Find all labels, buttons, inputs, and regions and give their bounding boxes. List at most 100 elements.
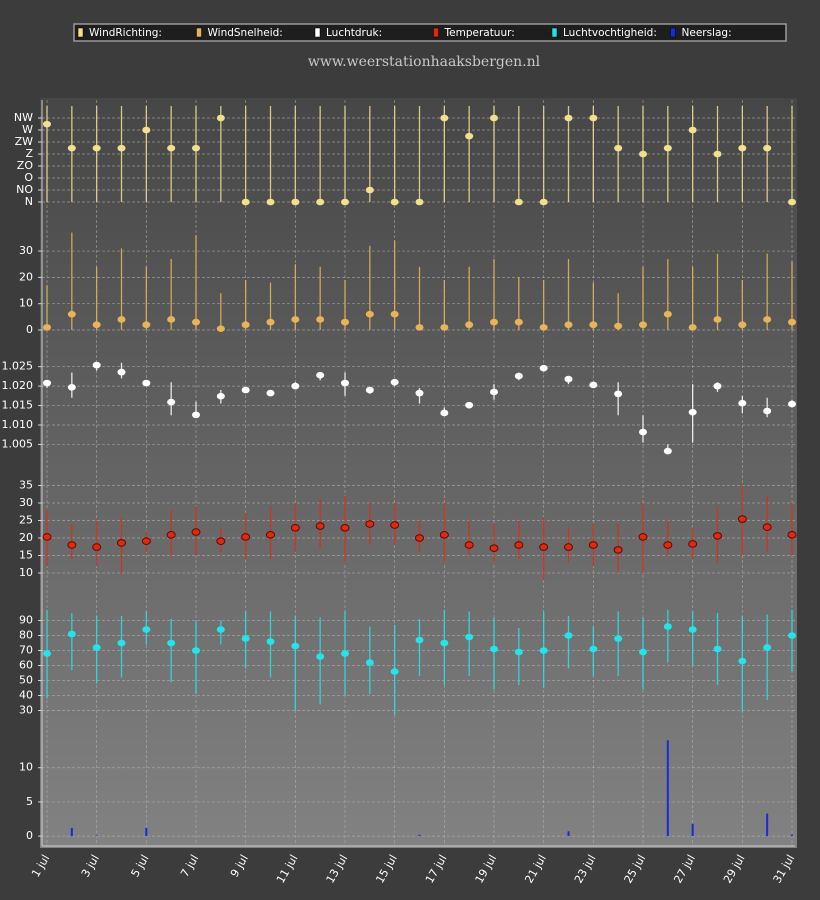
dot: [142, 379, 151, 387]
dot: [390, 310, 399, 318]
dot: [439, 531, 449, 539]
y-tick-label: 1.010: [2, 418, 34, 431]
legend-label: Luchtvochtigheid:: [563, 27, 657, 39]
dot: [241, 533, 251, 541]
dot: [390, 378, 399, 386]
dot: [713, 645, 722, 653]
legend-swatch: [670, 27, 676, 38]
dot: [589, 114, 598, 122]
dot: [266, 638, 275, 645]
y-tick-label: NW: [14, 111, 33, 124]
dot: [688, 126, 697, 134]
dot: [390, 198, 399, 206]
y-tick-label: 20: [19, 270, 33, 283]
dot: [763, 144, 772, 152]
dot: [92, 144, 101, 152]
dot: [639, 150, 647, 158]
dot: [514, 541, 524, 549]
dot: [588, 541, 598, 549]
dot: [514, 372, 523, 380]
chart-title: www.weerstationhaaksbergen.nl: [308, 54, 541, 70]
dot: [315, 522, 325, 530]
dot: [638, 533, 648, 541]
dot: [614, 144, 623, 152]
dot: [564, 321, 573, 329]
dot: [415, 324, 424, 331]
dot: [663, 623, 672, 630]
legend-box: [73, 23, 787, 42]
dot: [465, 132, 474, 140]
dot: [564, 543, 573, 551]
dot: [266, 389, 275, 397]
dot: [266, 531, 275, 539]
dot: [67, 310, 76, 318]
dot: [142, 321, 151, 329]
legend-swatch: [433, 27, 439, 38]
dot: [167, 398, 176, 406]
dot: [415, 198, 424, 206]
dot: [514, 198, 523, 206]
dot: [142, 626, 151, 633]
dot: [564, 114, 573, 122]
legend-label: Luchtdruk:: [326, 27, 382, 39]
dot: [688, 540, 698, 548]
y-tick-label: 5: [26, 795, 33, 808]
dot: [465, 321, 474, 329]
bar: [766, 813, 769, 837]
y-tick-label: 10: [19, 297, 33, 310]
dot: [688, 324, 697, 331]
dot: [67, 383, 76, 391]
dot: [787, 531, 797, 539]
dot: [490, 318, 498, 326]
dot: [216, 325, 225, 332]
dot: [564, 375, 573, 383]
dot: [713, 382, 722, 390]
y-tick-label: ZW: [15, 135, 34, 148]
dot: [614, 635, 623, 642]
dot: [464, 541, 474, 549]
dot: [43, 324, 51, 331]
dot: [117, 539, 126, 547]
dot: [92, 543, 102, 551]
dot: [490, 645, 498, 653]
dot: [92, 361, 101, 369]
legend-swatch: [77, 27, 84, 38]
dot: [192, 318, 200, 326]
dot: [67, 630, 76, 638]
y-tick-label: W: [22, 123, 33, 136]
y-tick-label: 90: [19, 614, 33, 627]
dot: [763, 407, 772, 415]
dot: [316, 198, 325, 206]
dot: [688, 408, 697, 416]
dot: [241, 198, 250, 206]
y-tick-label: 30: [19, 704, 33, 717]
dot: [440, 409, 449, 417]
dot: [365, 520, 375, 528]
bar: [791, 834, 793, 837]
dot: [341, 318, 349, 326]
dot: [663, 447, 672, 455]
dot: [663, 310, 672, 318]
dot: [738, 399, 747, 407]
dot: [117, 144, 126, 152]
dot: [117, 639, 126, 647]
legend-swatch: [196, 27, 202, 38]
y-tick-label: 35: [19, 479, 33, 492]
dot: [67, 144, 76, 152]
dot: [167, 316, 176, 323]
dot: [663, 541, 673, 549]
dot: [788, 318, 796, 326]
dot: [788, 632, 796, 639]
dot: [316, 371, 325, 379]
y-tick-label: 80: [19, 629, 33, 642]
dot: [440, 324, 449, 331]
dot: [291, 382, 300, 390]
dot: [713, 316, 722, 323]
dot: [92, 644, 101, 651]
dot: [589, 321, 598, 329]
bar: [418, 834, 421, 837]
dot: [763, 644, 772, 651]
y-tick-label: 0: [26, 829, 33, 842]
dot: [216, 626, 225, 633]
dot: [539, 198, 548, 206]
